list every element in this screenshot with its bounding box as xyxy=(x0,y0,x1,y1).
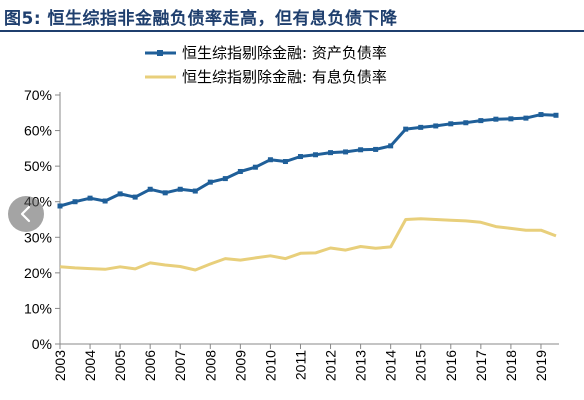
data-point xyxy=(478,118,484,124)
data-point xyxy=(538,112,544,118)
data-point xyxy=(252,164,258,170)
x-tick-label: 2006 xyxy=(142,350,158,381)
legend-marker-1 xyxy=(157,50,163,56)
series-line-1 xyxy=(59,113,557,208)
x-tick-label: 2007 xyxy=(172,350,188,381)
x-tick-label: 2011 xyxy=(292,350,308,380)
data-point xyxy=(388,143,394,149)
data-point xyxy=(87,195,93,201)
chevron-left-icon xyxy=(20,205,31,223)
legend-label-1: 恒生综指剔除金融: 资产负债率 xyxy=(182,44,387,62)
data-point xyxy=(177,186,183,192)
previous-slide-button[interactable] xyxy=(8,196,44,232)
title-divider xyxy=(0,30,584,32)
y-tick-label: 20% xyxy=(24,265,52,281)
x-tick-label: 2018 xyxy=(503,350,519,381)
data-point xyxy=(117,191,123,197)
data-point xyxy=(553,112,559,118)
y-axis: 0%10%20%30%40%50%60%70% xyxy=(24,87,61,352)
x-axis: 2003 2004 2005 2006 2007 2008 2009 2010 2011 2012… xyxy=(52,343,559,381)
x-tick-label: 2004 xyxy=(82,350,98,381)
data-point xyxy=(328,150,334,156)
x-tick-label: 2005 xyxy=(112,350,128,381)
y-tick-label: 50% xyxy=(24,158,52,174)
data-point xyxy=(162,190,168,196)
x-tick-label: 2013 xyxy=(353,350,369,381)
data-point xyxy=(267,157,273,163)
data-point xyxy=(72,199,78,205)
data-point xyxy=(282,159,288,165)
x-tick-label: 2015 xyxy=(413,350,429,381)
data-point xyxy=(448,121,454,127)
chart-title: 图5: 恒生综指非金融负债率走高，但有息负债下降 xyxy=(4,9,398,29)
data-point xyxy=(508,116,514,122)
y-tick-label: 10% xyxy=(24,300,52,316)
data-point xyxy=(222,176,228,182)
data-point xyxy=(297,154,303,160)
data-point xyxy=(358,147,364,153)
x-tick-label: 2016 xyxy=(443,350,459,381)
legend-label-2: 恒生综指剔除金融: 有息负债率 xyxy=(182,68,387,86)
data-point xyxy=(192,188,198,194)
x-tick-label: 2019 xyxy=(533,350,549,381)
data-point xyxy=(313,152,319,158)
x-tick-label: 2009 xyxy=(232,350,248,381)
data-point xyxy=(433,123,439,129)
data-point xyxy=(523,115,529,121)
data-point xyxy=(147,186,153,192)
legend: 恒生综指剔除金融: 资产负债率 恒生综指剔除金融: 有息负债率 xyxy=(145,44,387,86)
x-tick-label: 2012 xyxy=(323,350,339,381)
data-point xyxy=(132,194,138,200)
data-point xyxy=(237,168,243,174)
data-point xyxy=(493,116,499,122)
y-tick-label: 60% xyxy=(24,123,52,139)
data-point xyxy=(373,146,379,152)
data-point xyxy=(403,126,409,132)
plot-area xyxy=(57,112,559,272)
data-point xyxy=(343,149,349,155)
x-tick-label: 2010 xyxy=(262,350,278,381)
series-line-2 xyxy=(59,217,557,272)
data-point xyxy=(207,179,213,185)
y-tick-label: 30% xyxy=(24,229,52,245)
data-point xyxy=(463,120,469,126)
x-tick-label: 2014 xyxy=(383,350,399,381)
data-point xyxy=(102,198,108,204)
x-tick-label: 2017 xyxy=(473,350,489,381)
x-tick-label: 2003 xyxy=(52,350,68,381)
y-tick-label: 0% xyxy=(32,336,52,352)
x-tick-label: 2008 xyxy=(202,350,218,381)
data-point xyxy=(57,203,63,209)
data-point xyxy=(418,124,424,130)
y-tick-label: 70% xyxy=(24,87,52,103)
